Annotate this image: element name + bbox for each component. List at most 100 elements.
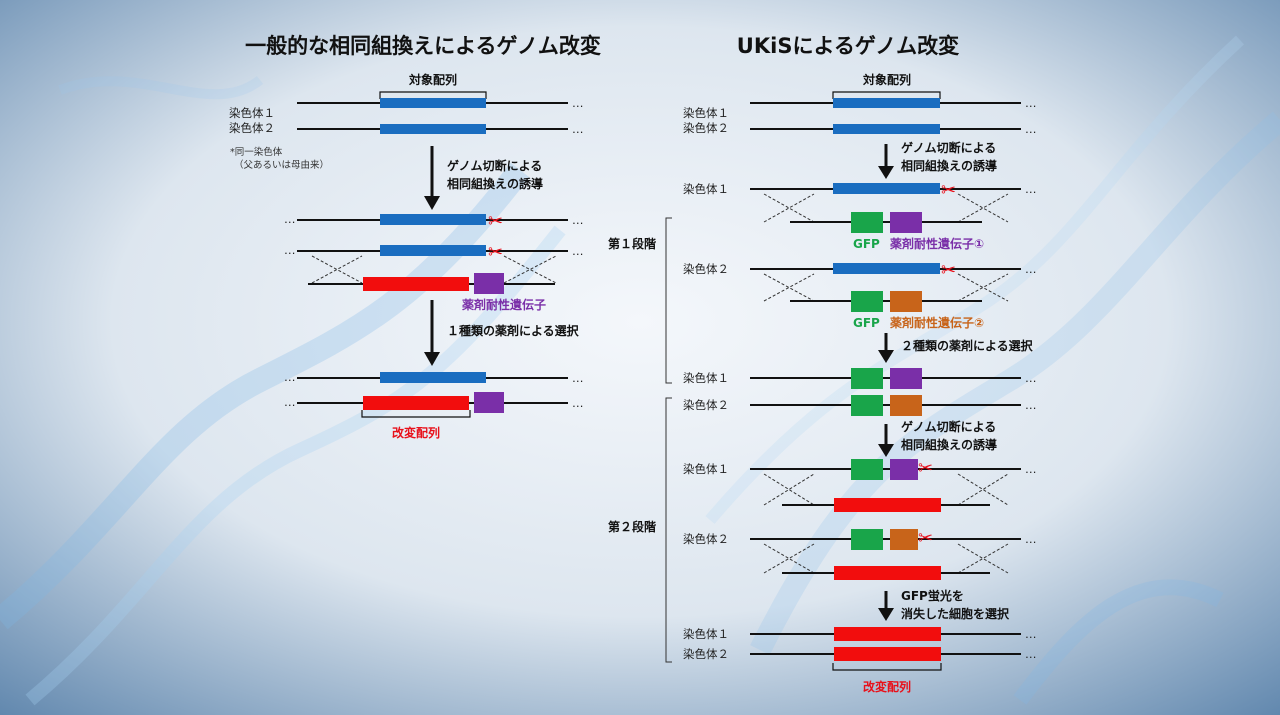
gfp-label: GFP [853, 316, 880, 330]
right-result-bracket [832, 663, 942, 671]
gfp-label: GFP [853, 237, 880, 251]
left-donor-drug-gene [474, 273, 504, 294]
crossover-line [763, 543, 815, 574]
dots: … [1025, 371, 1037, 385]
scissors-icon: ✂ [918, 458, 933, 479]
right-s2-chrom1-label: 染色体１ [683, 462, 729, 476]
drug-gene1-block [890, 368, 922, 389]
left-arrow-2-head [424, 352, 440, 366]
left-cut-chrom1-target [380, 214, 486, 225]
left-arrow-1-head [424, 196, 440, 210]
right-mid-chrom1-label: 染色体１ [683, 371, 729, 385]
right-mid-chrom2-label: 染色体２ [683, 398, 729, 412]
left-result-drug-gene [474, 392, 504, 413]
right-chrom1-label: 染色体１ [683, 106, 729, 120]
right-result-label: 改変配列 [863, 679, 911, 694]
left-crossover-line [311, 255, 363, 284]
gfp-block [851, 459, 883, 480]
right-s1-chrom1-target [833, 183, 940, 194]
dots: … [1025, 262, 1037, 276]
drug-gene2-block [890, 395, 922, 416]
drug-gene2-block [890, 529, 918, 550]
crossover-line [957, 193, 1009, 223]
gfp-block [851, 212, 883, 233]
gfp-block [851, 395, 883, 416]
right-s1-chrom1-label: 染色体１ [683, 182, 729, 196]
dots: … [572, 122, 584, 136]
red-donor-sequence [834, 498, 941, 512]
dots: … [1025, 627, 1037, 641]
left-step1-line2: 相同組換えの誘導 [447, 176, 543, 191]
left-target-bracket [379, 91, 487, 99]
dots: … [1025, 96, 1037, 110]
stage2-bracket [665, 397, 672, 663]
left-chrom1-target [380, 98, 486, 108]
dots: … [1025, 647, 1037, 661]
crossover-line [957, 543, 1009, 574]
right-cut1-line2: 相同組換えの誘導 [901, 158, 997, 173]
left-donor-red-sequence [363, 277, 469, 291]
left-step1-line1: ゲノム切断による [447, 158, 542, 173]
dots: … [1025, 182, 1037, 196]
left-result-bracket [361, 410, 471, 418]
crossover-line [763, 273, 815, 302]
right-arrow-2-head [878, 350, 894, 363]
dots: … [284, 243, 296, 257]
red-final-sequence [834, 627, 941, 641]
dots: … [1025, 122, 1037, 136]
left-title: 一般的な相同組換えによるゲノム改変 [245, 34, 601, 58]
right-chrom1-target [833, 98, 940, 108]
crossover-line [763, 193, 815, 223]
stage1-bracket [665, 217, 672, 384]
right-cut1-line1: ゲノム切断による [901, 140, 996, 155]
dots: … [284, 395, 296, 409]
right-target-bracket [832, 91, 941, 99]
right-title: UKiSによるゲノム改変 [737, 34, 959, 58]
dots: … [1025, 532, 1037, 546]
dots: … [572, 371, 584, 385]
red-final-sequence [834, 647, 941, 661]
gfp-block [851, 291, 883, 312]
scissors-icon: ✂ [488, 242, 503, 263]
crossover-line [763, 543, 815, 574]
right-final-chrom1-label: 染色体１ [683, 627, 729, 641]
right-s1-chrom2-target [833, 263, 940, 274]
left-drug-gene-label: 薬剤耐性遺伝子 [462, 297, 546, 312]
left-panel: 一般的な相同組換えによるゲノム改変 対象配列 染色体１ … 染色体２ … *同一… [229, 34, 601, 440]
right-cut2-line1: ゲノム切断による [901, 419, 996, 434]
left-crossover-line [311, 255, 363, 284]
right-select2-label: ２種類の薬剤による選択 [901, 338, 1034, 353]
left-result-label: 改変配列 [392, 425, 440, 440]
drug-gene1-block [890, 459, 918, 480]
gfp-select-line1: GFP蛍光を [901, 588, 964, 603]
right-arrow-3-head [878, 444, 894, 457]
crossover-line [957, 543, 1009, 574]
left-result-chrom1-target [380, 372, 486, 383]
right-chrom2-label: 染色体２ [683, 121, 729, 135]
left-target-label: 対象配列 [408, 72, 457, 87]
left-step2-label: １種類の薬剤による選択 [447, 323, 580, 338]
left-chrom2-target [380, 124, 486, 134]
dots: … [284, 212, 296, 226]
right-chrom2-target [833, 124, 940, 134]
stage1-label: 第１段階 [608, 236, 656, 251]
gfp-block [851, 368, 883, 389]
dots: … [572, 96, 584, 110]
dots: … [1025, 462, 1037, 476]
right-final-chrom2-label: 染色体２ [683, 647, 729, 661]
scissors-icon: ✂ [918, 528, 933, 549]
left-result-red-sequence [363, 396, 469, 410]
left-crossover-line [503, 255, 557, 284]
gfp-select-line2: 消失した細胞を選択 [901, 606, 1010, 621]
drug-gene2-label: 薬剤耐性遺伝子② [890, 315, 984, 330]
crossover-line [957, 273, 1009, 302]
right-target-label: 対象配列 [862, 72, 911, 87]
right-arrow-4-head [878, 608, 894, 621]
dots: … [572, 213, 584, 227]
left-crossover-line [503, 255, 557, 284]
dots: … [284, 370, 296, 384]
scissors-icon: ✂ [941, 260, 956, 281]
crossover-line [957, 273, 1009, 302]
